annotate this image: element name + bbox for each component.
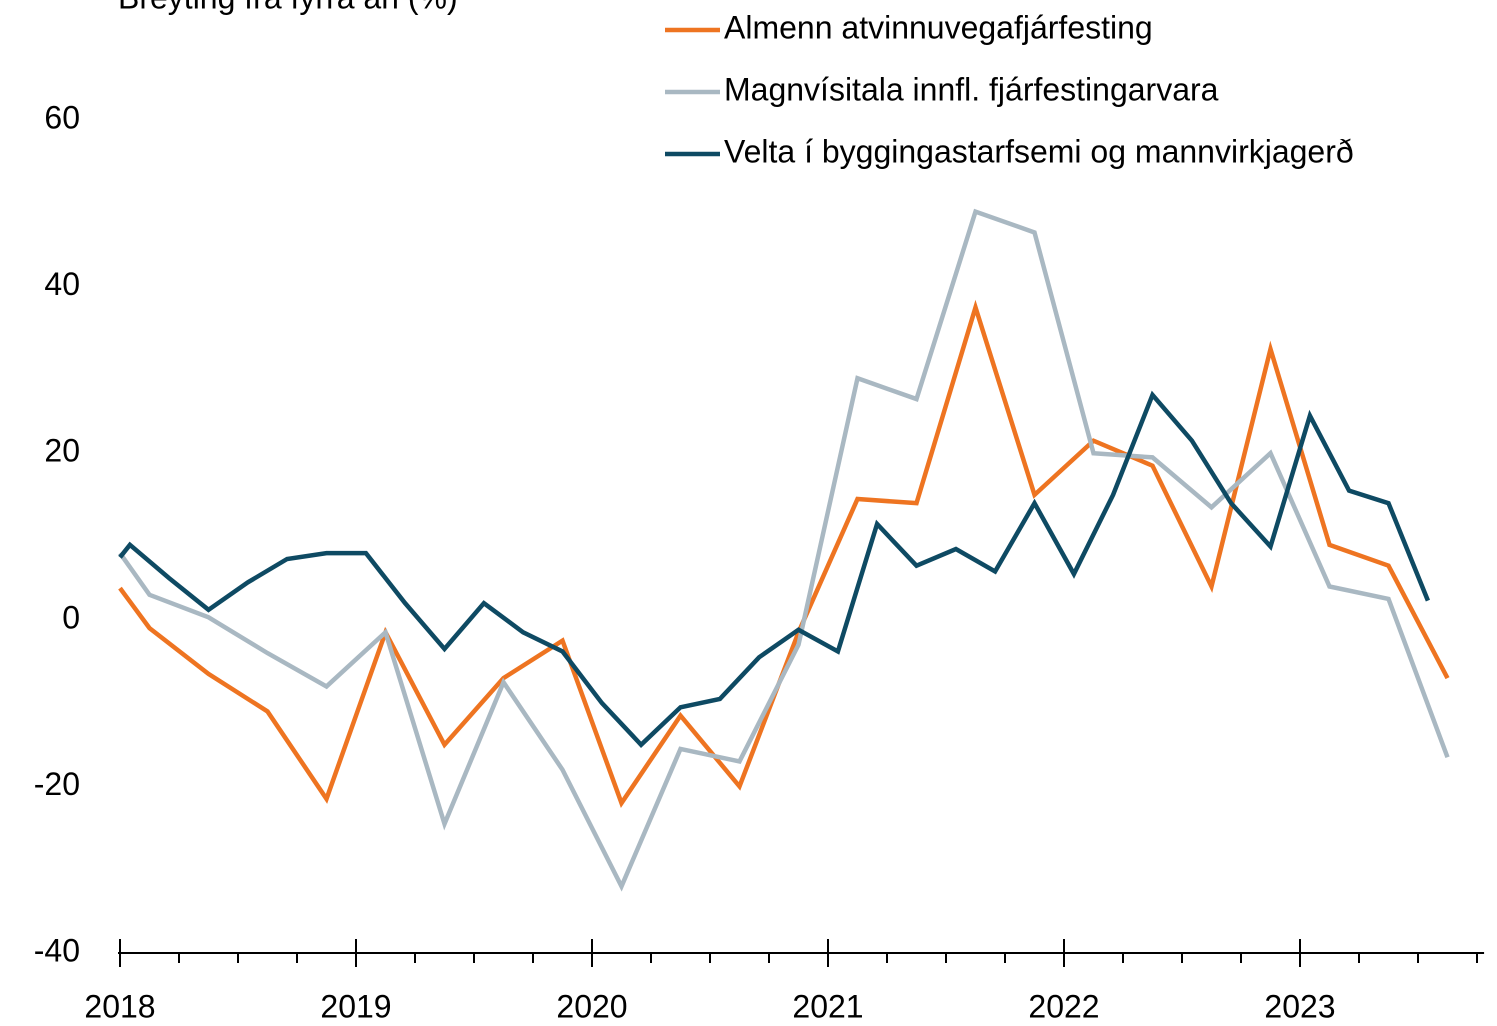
x-tick-label: 2022 xyxy=(1028,988,1099,1024)
x-tick-label: 2018 xyxy=(84,988,155,1024)
y-tick-label: -40 xyxy=(34,932,80,968)
x-tick-label: 2023 xyxy=(1264,988,1335,1024)
y-tick-label: 0 xyxy=(62,599,80,635)
legend-label: Almenn atvinnuvegafjárfesting xyxy=(724,9,1153,45)
x-tick-label: 2021 xyxy=(792,988,863,1024)
x-tick-label: 2020 xyxy=(556,988,627,1024)
series-line xyxy=(118,390,1430,748)
series-line xyxy=(118,299,1450,808)
y-axis-label: Breyting frá fyrra ári (%) xyxy=(118,0,458,15)
y-tick-label: -20 xyxy=(34,766,80,802)
legend-label: Velta í byggingastarfsemi og mannvirkjag… xyxy=(724,133,1354,169)
series-line xyxy=(118,208,1450,892)
y-tick-label: 40 xyxy=(44,266,80,302)
y-tick-label: 60 xyxy=(44,99,80,135)
y-tick-label: 20 xyxy=(44,433,80,469)
x-tick-label: 2019 xyxy=(320,988,391,1024)
legend-label: Magnvísitala innfl. fjárfestingarvara xyxy=(724,71,1219,107)
